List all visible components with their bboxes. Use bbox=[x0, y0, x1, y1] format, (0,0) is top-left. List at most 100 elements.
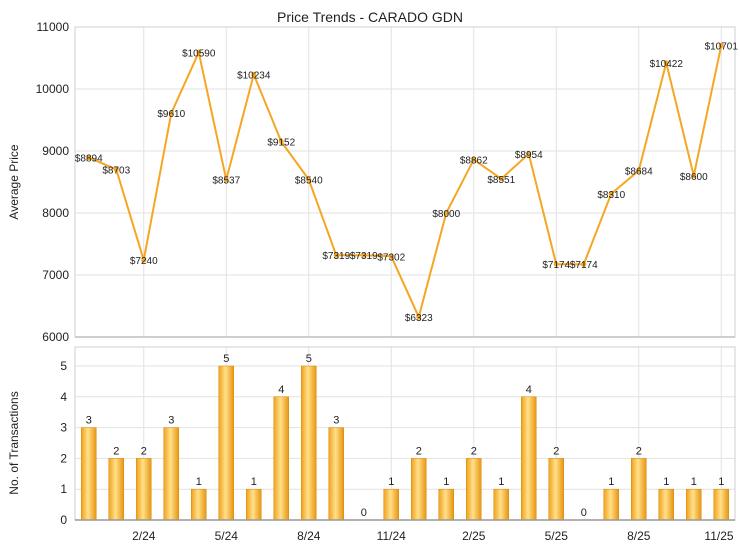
price-data-label: $8600 bbox=[680, 172, 708, 183]
price-point bbox=[278, 139, 284, 145]
bar-y-tick-label: 3 bbox=[60, 421, 67, 435]
transaction-data-label: 0 bbox=[581, 507, 587, 519]
price-point bbox=[388, 253, 394, 259]
price-data-label: $10234 bbox=[237, 70, 271, 81]
transaction-data-label: 1 bbox=[718, 476, 724, 488]
price-point bbox=[691, 173, 697, 179]
transaction-data-label: 4 bbox=[526, 384, 532, 396]
price-data-label: $10701 bbox=[705, 42, 739, 53]
bar-y-tick-label: 0 bbox=[60, 513, 67, 527]
price-point bbox=[471, 157, 477, 163]
price-point bbox=[608, 191, 614, 197]
transaction-bar bbox=[686, 488, 702, 521]
transaction-data-label: 2 bbox=[553, 445, 559, 457]
transaction-data-label: 1 bbox=[498, 476, 504, 488]
transaction-bar bbox=[383, 488, 399, 521]
transaction-data-label: 5 bbox=[306, 353, 312, 365]
price-point bbox=[443, 210, 449, 216]
transaction-data-label: 3 bbox=[333, 415, 339, 427]
transaction-bar bbox=[136, 458, 152, 521]
transaction-data-label: 5 bbox=[223, 353, 229, 365]
transaction-data-label: 2 bbox=[416, 445, 422, 457]
line-y-tick-label: 8000 bbox=[42, 206, 69, 220]
price-point bbox=[141, 257, 147, 263]
price-data-label: $8894 bbox=[75, 154, 103, 165]
transaction-data-label: 4 bbox=[278, 384, 284, 396]
price-data-label: $7174 bbox=[570, 260, 598, 271]
price-series-line bbox=[88, 45, 723, 320]
price-point bbox=[333, 252, 339, 258]
transaction-data-label: 1 bbox=[196, 476, 202, 488]
transaction-data-label: 1 bbox=[608, 476, 614, 488]
x-tick-label: 5/25 bbox=[545, 529, 569, 543]
transaction-bar bbox=[218, 365, 234, 521]
price-data-label: $9152 bbox=[267, 138, 295, 149]
price-point bbox=[718, 43, 724, 49]
price-data-label: $8684 bbox=[625, 167, 653, 178]
price-data-label: $7240 bbox=[130, 256, 158, 267]
transaction-bars bbox=[75, 365, 735, 521]
price-data-label: $10422 bbox=[650, 59, 684, 70]
transaction-data-label: 2 bbox=[113, 445, 119, 457]
line-plot-area bbox=[74, 26, 736, 338]
x-tick-labels: 2/24 5/24 8/24 11/24 2/25 5/25 8/25 11/25 bbox=[132, 529, 734, 543]
x-tick-label: 2/24 bbox=[132, 529, 156, 543]
bar-y-tick-label: 2 bbox=[60, 451, 67, 465]
price-point bbox=[553, 261, 559, 267]
price-point bbox=[361, 252, 367, 258]
price-data-label: $8537 bbox=[212, 176, 240, 187]
price-point bbox=[498, 176, 504, 182]
transaction-data-label: 1 bbox=[691, 476, 697, 488]
x-tick-label: 8/25 bbox=[627, 529, 651, 543]
transaction-bar bbox=[493, 488, 509, 521]
price-point bbox=[251, 71, 257, 77]
price-data-label: $8703 bbox=[102, 165, 130, 176]
line-chart-grid bbox=[75, 26, 735, 338]
price-data-label: $7302 bbox=[377, 252, 405, 263]
transaction-bar bbox=[658, 488, 674, 521]
line-y-axis-label: Average Price bbox=[7, 144, 21, 219]
price-point bbox=[168, 110, 174, 116]
transaction-bar bbox=[548, 458, 564, 521]
bar-y-tick-labels: 0 1 2 3 4 5 bbox=[60, 359, 67, 527]
price-point bbox=[663, 60, 669, 66]
transaction-bar bbox=[246, 488, 262, 521]
transaction-data-label: 3 bbox=[168, 415, 174, 427]
x-tick-label: 11/24 bbox=[377, 529, 406, 543]
price-point bbox=[196, 49, 202, 55]
transaction-bar bbox=[521, 396, 537, 521]
x-tick-label: 8/24 bbox=[297, 529, 321, 543]
transaction-bar bbox=[81, 427, 97, 521]
transaction-bar bbox=[411, 458, 427, 521]
price-points bbox=[86, 43, 724, 320]
price-data-label: $7319 bbox=[322, 251, 350, 262]
transaction-data-label: 2 bbox=[636, 445, 642, 457]
price-point bbox=[113, 166, 119, 172]
price-data-label: $8862 bbox=[460, 156, 488, 167]
transaction-bar bbox=[108, 458, 124, 521]
x-tick-label: 11/25 bbox=[704, 529, 733, 543]
transaction-data-label: 1 bbox=[443, 476, 449, 488]
price-point bbox=[416, 314, 422, 320]
price-point bbox=[581, 261, 587, 267]
x-tick-label: 5/24 bbox=[215, 529, 239, 543]
price-data-labels: $8894$8703 $7240 $9610 $10590 $8537 $10234 $91… bbox=[75, 42, 739, 324]
x-tick-label: 2/25 bbox=[462, 529, 486, 543]
price-data-label: $6323 bbox=[405, 313, 433, 324]
chart-title: Price Trends - CARADO GDN bbox=[277, 9, 463, 25]
transaction-bar bbox=[603, 488, 619, 521]
transaction-data-label: 2 bbox=[141, 445, 147, 457]
transaction-bar bbox=[631, 458, 647, 521]
transaction-data-label: 3 bbox=[86, 415, 92, 427]
price-data-label: $10590 bbox=[182, 48, 216, 59]
transaction-data-label: 0 bbox=[361, 507, 367, 519]
price-data-label: $8954 bbox=[515, 150, 543, 161]
transaction-data-label: 1 bbox=[388, 476, 394, 488]
price-data-label: $8000 bbox=[432, 209, 460, 220]
bar-y-tick-label: 1 bbox=[60, 482, 67, 496]
line-y-tick-label: 7000 bbox=[42, 268, 69, 282]
transaction-data-label: 2 bbox=[471, 445, 477, 457]
line-y-tick-label: 11000 bbox=[37, 20, 70, 34]
price-point bbox=[86, 155, 92, 161]
